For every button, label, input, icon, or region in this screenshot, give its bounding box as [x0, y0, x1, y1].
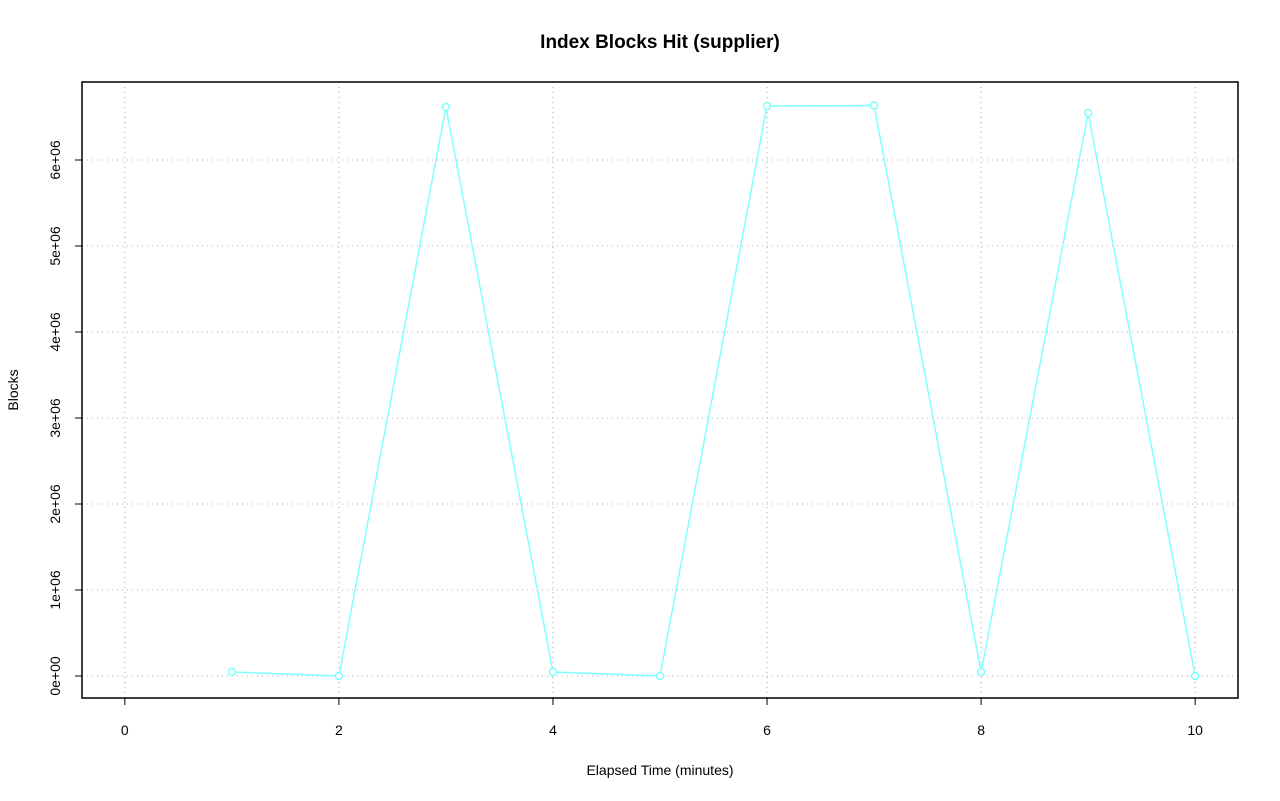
data-point	[548, 667, 558, 677]
data-point	[762, 101, 772, 111]
x-tick-label: 8	[977, 722, 985, 738]
y-axis-label: Blocks	[5, 369, 21, 410]
y-tick-label: 0e+00	[47, 656, 63, 696]
data-point	[869, 101, 879, 110]
x-axis-label: Elapsed Time (minutes)	[586, 762, 733, 778]
x-tick-label: 2	[335, 722, 343, 738]
y-tick-label: 3e+06	[47, 398, 63, 438]
data-point	[1083, 108, 1093, 118]
data-point	[227, 667, 237, 677]
y-tick-label: 4e+06	[47, 312, 63, 352]
series-line	[231, 104, 1196, 677]
x-tick-label: 0	[121, 722, 129, 738]
data-point	[976, 667, 986, 677]
y-tick-label: 5e+06	[47, 226, 63, 266]
y-tick-label: 2e+06	[47, 484, 63, 524]
data-point	[334, 671, 344, 681]
y-tick-label: 1e+06	[47, 570, 63, 610]
x-tick-label: 6	[763, 722, 771, 738]
x-tick-label: 10	[1187, 722, 1203, 738]
data-point	[1190, 671, 1200, 681]
x-tick-label: 4	[549, 722, 557, 738]
data-point	[655, 671, 665, 681]
chart-title: Index Blocks Hit (supplier)	[540, 32, 780, 53]
plot-frame	[81, 81, 1239, 699]
data-point	[441, 102, 451, 112]
y-tick-label: 6e+06	[47, 140, 63, 180]
